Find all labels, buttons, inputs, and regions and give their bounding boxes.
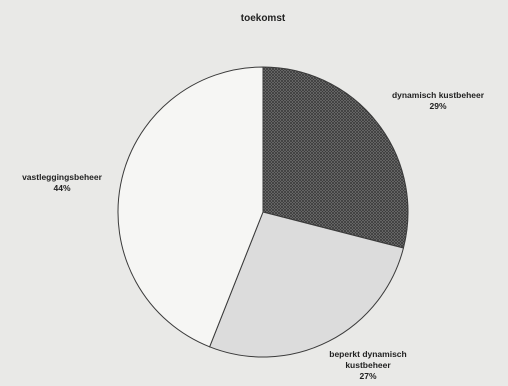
pie-slice (117, 66, 264, 348)
slice-label: beperkt dynamisch kustbeheer 27% (329, 349, 406, 381)
pie-slice (208, 211, 405, 358)
slice-label: dynamisch kustbeheer 29% (392, 90, 485, 111)
slice-name-label: vastleggingsbeheer (22, 172, 103, 182)
slice-value-label: 29% (429, 101, 446, 111)
chart-title: toekomst (241, 13, 286, 24)
slice-labels: dynamisch kustbeheer 29% beperkt dynamisch… (22, 90, 485, 381)
slice-label: vastleggingsbeheer 44% (22, 172, 103, 193)
slice-value-label: 44% (53, 183, 70, 193)
slice-name-label: kustbeheer (345, 360, 391, 370)
pie-slices (117, 66, 409, 358)
slice-name-label: dynamisch kustbeheer (392, 90, 485, 100)
slice-name-label: beperkt dynamisch (329, 349, 406, 359)
pie-slice (262, 66, 409, 249)
slice-value-label: 27% (359, 371, 376, 381)
